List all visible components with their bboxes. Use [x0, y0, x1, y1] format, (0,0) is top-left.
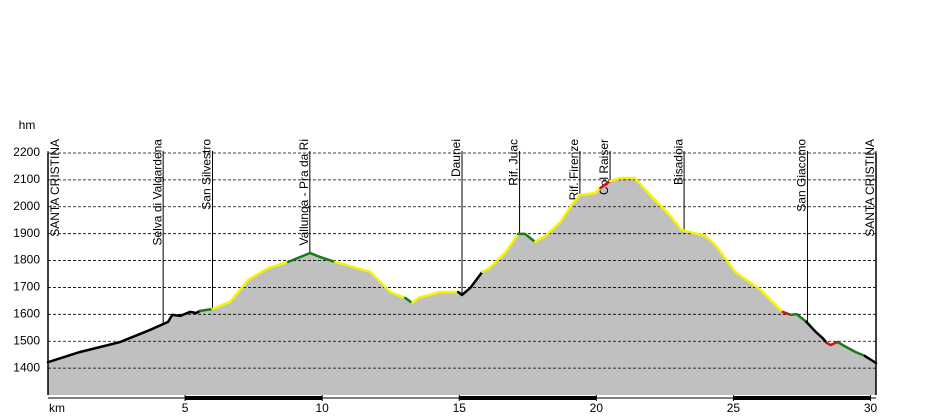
y-tick-label: 1600 — [13, 307, 40, 321]
profile-line — [456, 270, 484, 297]
y-tick-label: 1400 — [13, 360, 40, 374]
x-tick-label: 10 — [315, 401, 329, 415]
profile-line — [46, 309, 202, 364]
profile-line — [516, 232, 537, 244]
waypoint-label: Vallunga - Pra da Ri — [297, 139, 311, 246]
profile-line — [533, 186, 602, 244]
y-tick-label: 2000 — [13, 199, 40, 213]
y-tick-label: 1500 — [13, 333, 40, 347]
profile-line — [403, 296, 414, 305]
profile-line — [599, 179, 612, 190]
profile-line — [825, 340, 839, 347]
waypoint-label: Selva di Valgardena — [150, 139, 164, 246]
profile-line — [805, 320, 828, 345]
profile-line — [410, 290, 460, 305]
waypoint-label: SANTA CRISTINA — [863, 139, 877, 237]
x-tick-label: 30 — [864, 401, 878, 415]
profile-line — [286, 251, 337, 264]
y-tick-label: 2100 — [13, 172, 40, 186]
profile-line — [481, 232, 520, 274]
x-tick-label: 25 — [727, 401, 741, 415]
profile-line — [863, 354, 878, 365]
profile-line — [608, 176, 785, 314]
y-unit-label: hm — [19, 118, 36, 132]
x-tick-label: 5 — [182, 401, 189, 415]
waypoint-label: SANTA CRISTINA — [48, 139, 62, 237]
x-unit-label: km — [49, 401, 65, 415]
profile-line — [789, 312, 808, 324]
waypoint-label: Rif. Juac — [507, 139, 521, 186]
profile-line — [836, 340, 867, 358]
y-tick-label: 1700 — [13, 280, 40, 294]
y-tick-label: 1900 — [13, 226, 40, 240]
km-band — [185, 396, 323, 400]
x-tick-label: 20 — [590, 401, 604, 415]
km-band — [459, 396, 597, 400]
y-tick-label: 2200 — [13, 145, 40, 159]
waypoint-label: San Giacomo — [795, 139, 809, 212]
profile-line — [211, 260, 290, 311]
km-band — [733, 396, 871, 400]
profile-line — [781, 310, 793, 317]
waypoint-label: Daunei — [449, 139, 463, 177]
waypoint-label: Col Raiser — [597, 139, 611, 195]
waypoint-label: Rif. Firenze — [567, 139, 581, 201]
profile-line — [198, 307, 214, 313]
x-tick-label: 15 — [453, 401, 467, 415]
waypoint-label: San Silvestro — [200, 139, 214, 210]
profile-line — [333, 260, 407, 300]
profile-area — [48, 178, 876, 395]
y-tick-label: 1800 — [13, 253, 40, 267]
waypoint-label: Bisadoia — [671, 139, 685, 185]
